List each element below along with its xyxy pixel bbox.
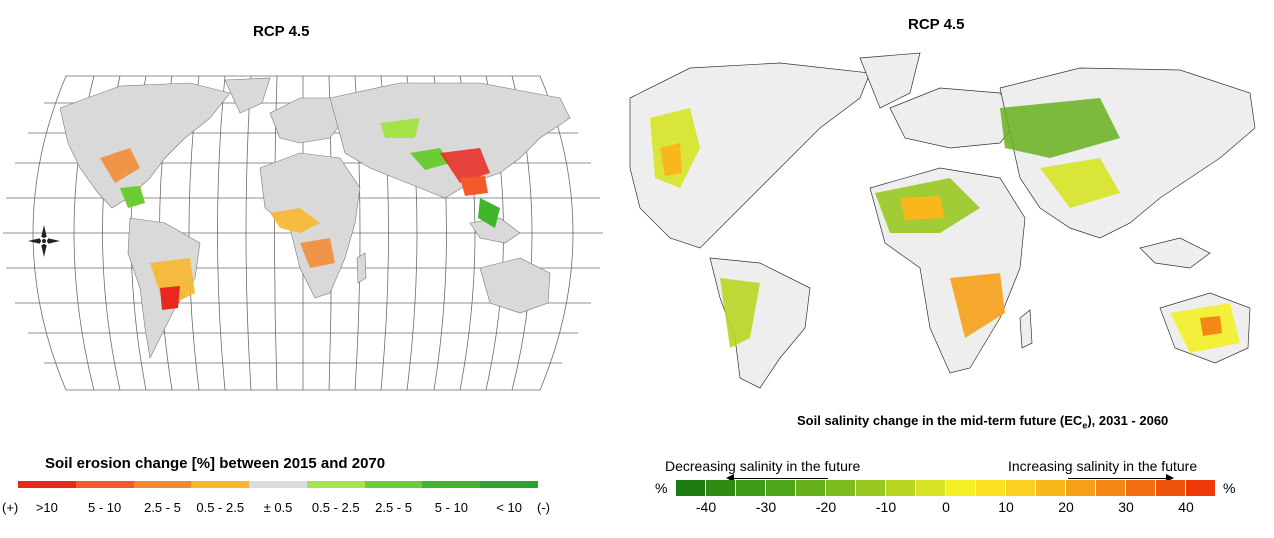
increasing-arrow-icon [1166, 474, 1174, 482]
caption-main: Soil salinity change in the mid-term fut… [797, 413, 1083, 428]
decreasing-arrow-line [733, 478, 828, 479]
right-legend-swatch [946, 480, 975, 496]
left-legend-label: ± 0.5 [263, 500, 293, 515]
left-legend-swatch [306, 481, 365, 488]
left-legend-label: 2.5 - 5 [144, 500, 181, 515]
right-legend-tick-label: 40 [1178, 499, 1194, 515]
left-map-title: RCP 4.5 [253, 23, 310, 40]
right-legend-swatch [856, 480, 885, 496]
left-legend-label: 0.5 - 2.5 [196, 500, 245, 515]
left-legend-bar [18, 481, 538, 488]
left-legend-swatch [364, 481, 423, 488]
right-world-map [629, 52, 1256, 389]
left-legend-label: < 10 [496, 500, 522, 515]
right-legend-swatch [916, 480, 945, 496]
left-legend-label: 5 - 10 [88, 500, 122, 515]
increasing-arrow-line [1068, 478, 1168, 479]
increasing-salinity-label: Increasing salinity in the future [1008, 458, 1198, 474]
right-legend-tick-label: 30 [1118, 499, 1134, 515]
right-legend-tick-label: -20 [815, 499, 837, 515]
right-legend-tick-label: 0 [942, 499, 950, 515]
right-legend-bar [676, 480, 1216, 496]
right-legend-swatch [886, 480, 915, 496]
left-legend-swatch [422, 481, 481, 488]
right-legend-tick-label: 10 [998, 499, 1014, 515]
right-legend-swatch [826, 480, 855, 496]
compass-rose-icon [28, 225, 60, 257]
right-legend-swatch [1096, 480, 1125, 496]
left-legend-label: 0.5 - 2.5 [311, 500, 360, 515]
right-legend-tick-label: 20 [1058, 499, 1074, 515]
right-legend-swatch [736, 480, 765, 496]
left-legend-swatch [249, 481, 307, 488]
caption-subscript: e [1082, 420, 1088, 431]
right-map-caption: Soil salinity change in the mid-term fut… [797, 413, 1168, 431]
right-legend-swatch [1036, 480, 1065, 496]
right-legend-swatch [976, 480, 1005, 496]
right-legend-swatch [766, 480, 795, 496]
left-legend-swatch [75, 481, 134, 488]
left-world-map [3, 75, 603, 391]
left-legend-label: 5 - 10 [434, 500, 468, 515]
right-legend-swatch [1186, 480, 1215, 496]
left-legend-label: >10 [35, 500, 58, 515]
left-legend-swatch [480, 481, 538, 488]
caption-tail: ), 2031 - 2060 [1087, 413, 1169, 428]
left-legend-label: 2.5 - 5 [375, 500, 412, 515]
left-legend-swatch [133, 481, 192, 488]
right-legend-swatch [1126, 480, 1155, 496]
right-map-title: RCP 4.5 [908, 16, 965, 33]
left-legend-swatch [18, 481, 76, 488]
right-legend-swatch [1066, 480, 1095, 496]
right-legend-swatch [1156, 480, 1185, 496]
right-legend-swatch [796, 480, 825, 496]
right-legend-tick-label: -40 [695, 499, 717, 515]
decreasing-arrow-icon [726, 474, 734, 482]
right-legend-unit-right: % [1223, 480, 1236, 496]
right-legend-tick-label: -30 [755, 499, 777, 515]
left-legend-swatch [191, 481, 250, 488]
right-legend-swatch [1006, 480, 1035, 496]
left-legend-title: Soil erosion change [%] between 2015 and… [45, 455, 386, 472]
left-legend-end-right: (-) [537, 500, 550, 515]
decreasing-salinity-label: Decreasing salinity in the future [665, 458, 861, 474]
right-legend-unit-left: % [655, 480, 668, 496]
left-legend-end-left: (+) [2, 500, 19, 515]
right-legend-tick-label: -10 [875, 499, 897, 515]
right-legend-swatch [706, 480, 735, 496]
right-legend-swatch [676, 480, 705, 496]
